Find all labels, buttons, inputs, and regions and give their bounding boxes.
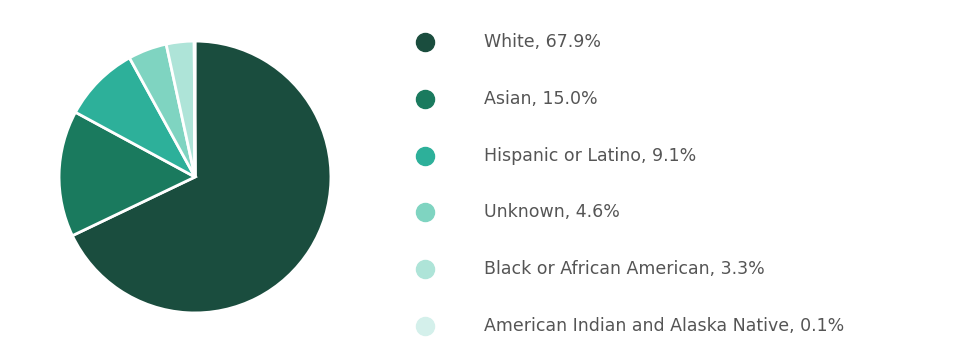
Text: Hispanic or Latino, 9.1%: Hispanic or Latino, 9.1% — [484, 147, 696, 165]
Text: American Indian and Alaska Native, 0.1%: American Indian and Alaska Native, 0.1% — [484, 317, 843, 335]
Text: Asian, 15.0%: Asian, 15.0% — [484, 90, 598, 108]
Wedge shape — [75, 58, 195, 177]
Text: Black or African American, 3.3%: Black or African American, 3.3% — [484, 260, 764, 278]
Wedge shape — [59, 112, 195, 236]
Wedge shape — [72, 41, 331, 313]
Wedge shape — [166, 41, 195, 177]
Text: Unknown, 4.6%: Unknown, 4.6% — [484, 204, 619, 221]
Wedge shape — [130, 44, 195, 177]
Text: White, 67.9%: White, 67.9% — [484, 34, 601, 51]
